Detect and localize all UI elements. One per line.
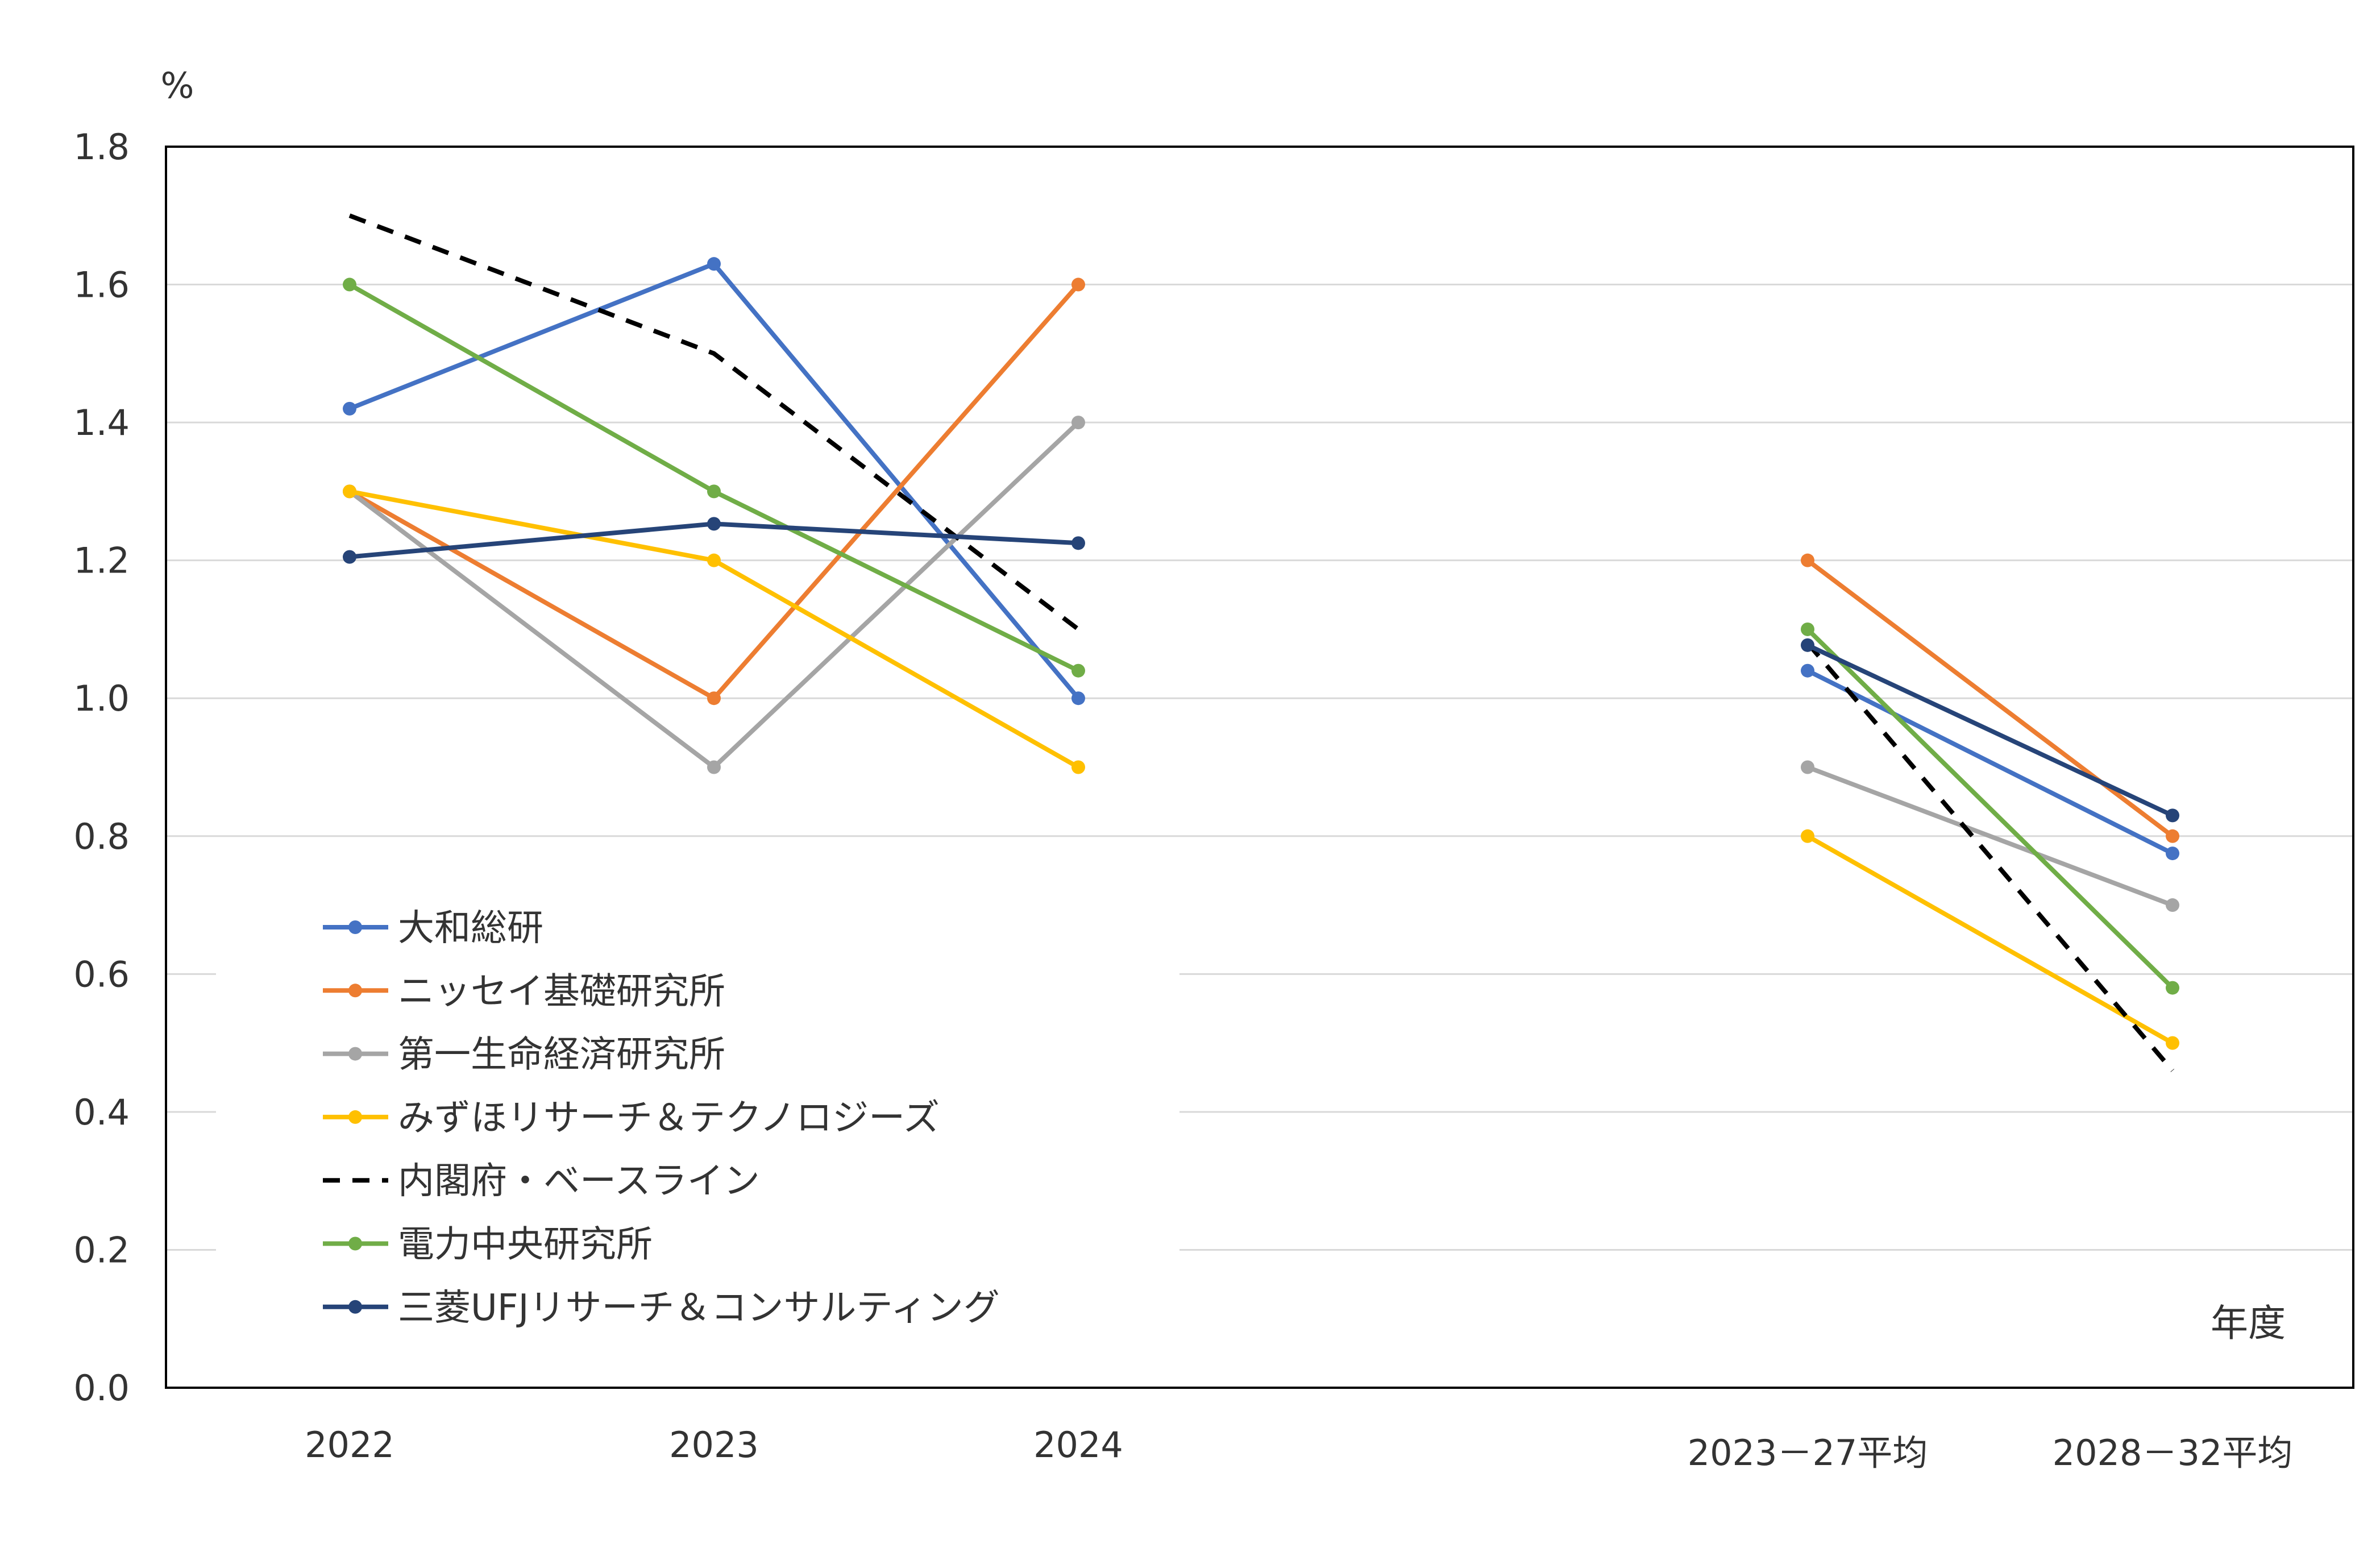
legend-label: 第一生命経済研究所 bbox=[398, 1034, 725, 1076]
y-tick-label: 1.0 bbox=[73, 678, 130, 719]
data-point bbox=[2166, 808, 2179, 823]
data-point bbox=[2166, 981, 2179, 995]
x-tick-label: 2024 bbox=[1033, 1424, 1123, 1466]
data-point bbox=[1071, 277, 1085, 292]
legend-background bbox=[216, 893, 1179, 1325]
legend-item: みずほリサーチ＆テクノロジーズ bbox=[323, 1097, 940, 1139]
y-axis-ticks: 0.0 0.2 0.4 0.6 0.8 1.0 1.2 1.4 1.6 1.8 bbox=[73, 126, 130, 1409]
y-axis-unit-label: % bbox=[161, 65, 194, 106]
series-lines bbox=[343, 213, 2179, 1072]
data-point bbox=[707, 691, 721, 706]
series-7 bbox=[343, 517, 2179, 823]
series-line bbox=[1806, 643, 2174, 818]
legend-item: 電力中央研究所 bbox=[323, 1224, 653, 1266]
data-point bbox=[2166, 898, 2179, 912]
legend-item: 内閣府・ベースライン bbox=[323, 1160, 760, 1202]
series-line bbox=[1806, 628, 2174, 990]
legend-marker bbox=[348, 984, 362, 998]
legend-item: 第一生命経済研究所 bbox=[323, 1034, 725, 1076]
legend-label: 電力中央研究所 bbox=[398, 1224, 653, 1266]
y-tick-label: 0.2 bbox=[73, 1229, 130, 1271]
series-6 bbox=[343, 277, 2179, 995]
data-point bbox=[707, 760, 721, 774]
legend-marker bbox=[348, 1300, 362, 1314]
legend-item: 三菱UFJリサーチ＆コンサルティング bbox=[323, 1287, 1000, 1329]
data-point bbox=[2166, 829, 2179, 843]
series-line bbox=[348, 421, 1080, 770]
data-point bbox=[343, 401, 356, 416]
y-tick-label: 1.2 bbox=[73, 540, 130, 582]
legend-label: 内閣府・ベースライン bbox=[398, 1160, 760, 1202]
series-line bbox=[348, 283, 1079, 673]
y-tick-label: 1.8 bbox=[73, 126, 130, 168]
series-line bbox=[349, 489, 1079, 769]
data-point bbox=[343, 550, 356, 564]
series-4 bbox=[343, 484, 2179, 1050]
data-point bbox=[1801, 760, 1814, 774]
legend-marker bbox=[348, 1236, 362, 1251]
x-tick-label: 2023 bbox=[669, 1424, 759, 1466]
data-point bbox=[1801, 553, 1814, 567]
x-tick-label: 2023－27平均 bbox=[1688, 1432, 1928, 1474]
series-line bbox=[1806, 669, 2174, 856]
data-point bbox=[1071, 760, 1085, 774]
data-point bbox=[707, 257, 721, 271]
legend-marker bbox=[348, 920, 362, 934]
data-point bbox=[1801, 663, 1814, 678]
data-point bbox=[1071, 691, 1085, 706]
data-point bbox=[1801, 622, 1814, 636]
legend-marker bbox=[348, 1110, 362, 1124]
y-tick-label: 1.4 bbox=[73, 402, 130, 443]
data-point bbox=[1801, 829, 1814, 843]
legend-marker bbox=[348, 1047, 362, 1061]
data-point bbox=[2166, 847, 2179, 861]
series-line bbox=[1806, 834, 2174, 1045]
x-tick-label: 2022 bbox=[305, 1424, 394, 1466]
data-point bbox=[707, 484, 721, 499]
data-point bbox=[2166, 1036, 2179, 1050]
series-line bbox=[1805, 641, 2175, 1072]
legend: 大和総研ニッセイ基礎研究所第一生命経済研究所みずほリサーチ＆テクノロジーズ内閣府… bbox=[216, 893, 1179, 1329]
data-point bbox=[1071, 536, 1085, 550]
legend-label: 三菱UFJリサーチ＆コンサルティング bbox=[398, 1287, 1000, 1329]
series-1 bbox=[343, 257, 2179, 861]
series-line bbox=[1806, 765, 2174, 907]
legend-label: みずほリサーチ＆テクノロジーズ bbox=[398, 1097, 940, 1139]
x-axis-ticks: 2022 2023 2024 2023－27平均 2028－32平均 bbox=[305, 1424, 2292, 1474]
plot-area-border bbox=[165, 146, 2354, 1389]
data-point bbox=[1801, 638, 1814, 652]
data-point bbox=[1071, 663, 1085, 678]
series-3 bbox=[343, 416, 2179, 912]
legend-item: ニッセイ基礎研究所 bbox=[323, 970, 725, 1013]
data-point bbox=[343, 277, 356, 292]
legend-label: ニッセイ基礎研究所 bbox=[398, 970, 725, 1013]
x-axis-label: 年度 bbox=[2211, 1301, 2286, 1345]
y-tick-label: 1.6 bbox=[73, 264, 130, 306]
y-tick-label: 0.6 bbox=[73, 953, 130, 995]
data-point bbox=[707, 553, 721, 567]
legend-item: 大和総研 bbox=[323, 907, 543, 949]
data-point bbox=[343, 484, 356, 499]
y-tick-label: 0.0 bbox=[73, 1367, 130, 1409]
legend-label: 大和総研 bbox=[398, 907, 543, 949]
series-line bbox=[1806, 558, 2174, 838]
series-line bbox=[348, 262, 1081, 700]
x-tick-label: 2028－32平均 bbox=[2053, 1432, 2293, 1474]
data-point bbox=[1071, 416, 1085, 430]
y-tick-label: 0.8 bbox=[73, 816, 130, 857]
data-point bbox=[707, 517, 721, 531]
y-tick-label: 0.4 bbox=[73, 1092, 130, 1133]
